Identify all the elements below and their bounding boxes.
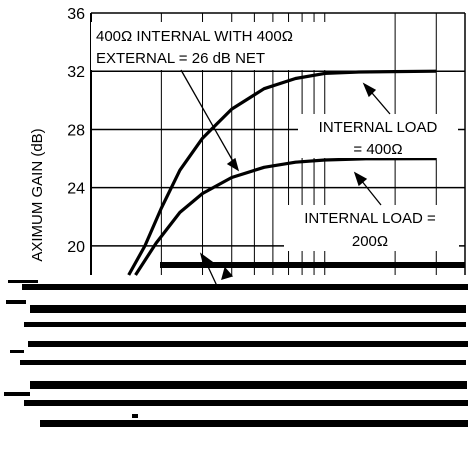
arrow-upper-right-leader-head xyxy=(362,82,377,98)
chart-curves xyxy=(127,69,437,276)
scan-speck-5 xyxy=(132,414,138,418)
scan-streak-7 xyxy=(30,381,467,389)
y-tick-labels: 20 24 28 32 36 xyxy=(67,6,85,256)
scan-streak-8 xyxy=(24,400,468,406)
arrow-top-to-upper-curve xyxy=(180,69,239,171)
y-tick-label: 32 xyxy=(67,64,85,81)
annotation-upper-right-line-2: = 400Ω xyxy=(353,141,402,158)
y-tick-label: 36 xyxy=(67,6,85,23)
scan-speck-1 xyxy=(8,280,38,283)
scan-streak-5 xyxy=(28,341,468,347)
annotation-top-line-1: 400Ω INTERNAL WITH 400Ω xyxy=(96,28,293,45)
scan-streak-6 xyxy=(20,360,466,365)
scan-streak-1 xyxy=(160,262,465,268)
y-tick-label: 20 xyxy=(67,239,85,256)
arrow-lower-right-leader-head xyxy=(353,171,368,187)
scan-artifacts xyxy=(4,262,468,427)
scan-streak-4 xyxy=(24,322,466,327)
arrow-lower-small-head xyxy=(221,266,234,280)
y-tick-label: 28 xyxy=(67,122,85,139)
annotation-upper-right-line-1: INTERNAL LOAD xyxy=(319,119,438,136)
scan-streak-3 xyxy=(30,305,466,313)
annotation-lower-right-line-1: INTERNAL LOAD = xyxy=(304,210,436,227)
scan-speck-2 xyxy=(6,300,26,304)
scan-speck-4 xyxy=(4,392,30,396)
annotation-top-box xyxy=(91,22,353,70)
annotation-top-line-2: EXTERNAL = 26 dB NET xyxy=(96,50,265,67)
scan-streak-9 xyxy=(40,420,468,427)
annotation-lower-right-box xyxy=(284,205,459,251)
series-line-2 xyxy=(134,157,437,276)
annotation-upper-right-box xyxy=(298,114,458,158)
y-axis-label: AXIMUM GAIN (dB) xyxy=(29,128,46,261)
arrow-top-to-upper-curve-head xyxy=(226,157,240,172)
scan-streak-2 xyxy=(22,284,468,290)
series-line-1 xyxy=(127,69,437,276)
annotation-lower-right-line-2: 200Ω xyxy=(352,233,388,250)
scan-speck-3 xyxy=(10,350,24,353)
y-tick-label: 24 xyxy=(67,181,85,198)
